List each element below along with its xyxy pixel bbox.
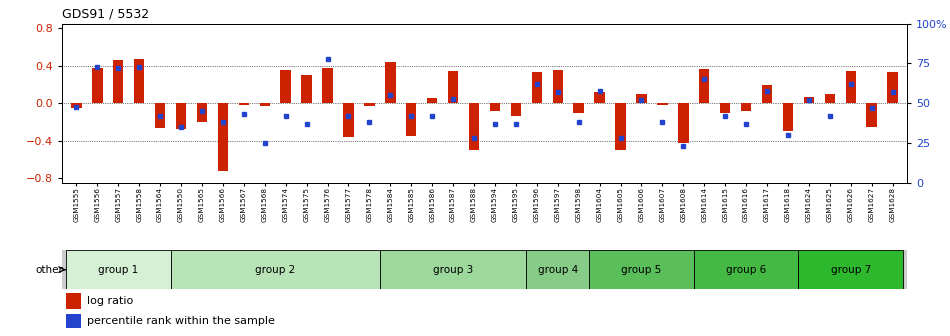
Text: group 1: group 1 <box>98 265 139 275</box>
Bar <box>526 250 589 289</box>
Bar <box>490 103 501 111</box>
Bar <box>406 103 416 136</box>
Text: group 5: group 5 <box>621 265 661 275</box>
Bar <box>113 60 124 103</box>
Bar <box>887 72 898 103</box>
Bar <box>66 293 81 308</box>
Bar <box>532 72 542 103</box>
Bar <box>66 250 171 289</box>
Text: group 4: group 4 <box>538 265 578 275</box>
Bar <box>798 250 903 289</box>
Bar <box>699 69 710 103</box>
Text: group 2: group 2 <box>256 265 295 275</box>
Bar <box>280 71 291 103</box>
Bar <box>616 103 626 150</box>
Text: group 7: group 7 <box>830 265 871 275</box>
Bar <box>783 103 793 131</box>
Bar <box>553 71 563 103</box>
Bar <box>595 92 605 103</box>
Bar <box>804 97 814 103</box>
Bar <box>66 314 81 328</box>
Bar <box>385 62 395 103</box>
Bar <box>92 68 103 103</box>
Text: percentile rank within the sample: percentile rank within the sample <box>87 316 275 326</box>
Bar <box>71 103 82 108</box>
Bar <box>238 103 249 105</box>
Bar <box>343 103 353 137</box>
Text: group 3: group 3 <box>433 265 473 275</box>
Bar <box>427 98 437 103</box>
Bar <box>678 103 689 143</box>
Bar <box>447 72 458 103</box>
Bar <box>511 103 522 117</box>
Bar <box>846 72 856 103</box>
Text: log ratio: log ratio <box>87 296 133 306</box>
Bar <box>657 103 668 105</box>
Text: GDS91 / 5532: GDS91 / 5532 <box>62 8 149 21</box>
Bar <box>301 75 312 103</box>
Bar <box>762 85 772 103</box>
Bar <box>364 103 374 106</box>
Bar <box>259 103 270 106</box>
Bar <box>694 250 798 289</box>
Bar <box>218 103 228 171</box>
Bar <box>134 59 144 103</box>
Text: group 6: group 6 <box>726 265 767 275</box>
Bar <box>171 250 380 289</box>
Bar <box>720 103 731 113</box>
Bar <box>866 103 877 127</box>
Bar <box>825 94 835 103</box>
Bar <box>574 103 584 113</box>
Bar <box>741 103 751 111</box>
Bar <box>176 103 186 129</box>
Text: other: other <box>35 265 63 275</box>
Bar <box>589 250 694 289</box>
Bar <box>197 103 207 122</box>
Bar <box>468 103 479 150</box>
Bar <box>380 250 526 289</box>
Bar <box>322 68 332 103</box>
Bar <box>636 94 647 103</box>
Bar <box>155 103 165 128</box>
